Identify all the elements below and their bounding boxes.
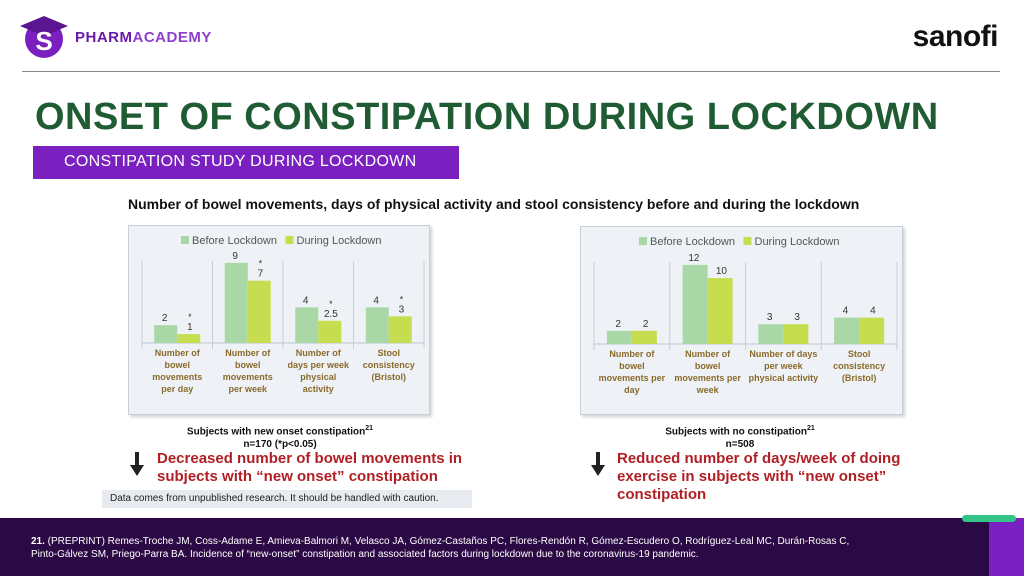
data-label: 3 — [794, 312, 800, 323]
section-subtitle: CONSTIPATION STUDY DURING LOCKDOWN — [64, 153, 417, 170]
significance-marker: * — [400, 294, 404, 304]
category-label: movements per — [599, 373, 666, 383]
data-label: 2 — [615, 319, 621, 330]
footer-accent — [989, 518, 1024, 576]
bar-during — [859, 317, 885, 344]
bar-chart-left: Before Lockdown During Lockdown21*Number … — [141, 235, 425, 394]
sanofi-logo: sanofi — [912, 20, 999, 53]
legend-swatch — [743, 237, 752, 245]
category-label: physical — [300, 372, 336, 382]
legend-label: During Lockdown — [297, 235, 382, 247]
data-label: 12 — [688, 253, 700, 264]
significance-marker: * — [329, 299, 333, 309]
legend-label: During Lockdown — [755, 236, 840, 248]
category-label: Number of — [155, 348, 201, 358]
data-label: 2 — [162, 313, 168, 324]
data-label: 3 — [767, 312, 773, 323]
bar-during — [247, 280, 271, 343]
bar-during — [318, 320, 342, 343]
caution-note: Data comes from unpublished research. It… — [102, 490, 472, 508]
data-label: 4 — [373, 295, 379, 306]
category-label: bowel — [619, 361, 645, 371]
category-label: physical activity — [749, 373, 819, 383]
category-label: per week — [764, 361, 804, 371]
category-label: activity — [303, 384, 334, 394]
down-arrow-icon — [130, 452, 144, 476]
category-label: consistency — [833, 361, 885, 371]
pharmacademy-wordmark: PHARMACADEMY — [75, 29, 212, 46]
chart-heading: Number of bowel movements, days of physi… — [128, 196, 860, 212]
category-label: (Bristol) — [842, 373, 877, 383]
category-label: bowel — [695, 361, 721, 371]
down-arrow-icon — [591, 452, 605, 476]
left-finding: Decreased number of bowel movements in s… — [157, 450, 463, 485]
data-label: 9 — [232, 251, 238, 262]
bar-before — [758, 324, 784, 344]
category-label: per day — [161, 384, 193, 394]
footer-accent-pill — [962, 515, 1016, 522]
bar-before — [365, 307, 389, 343]
bar-during — [707, 278, 733, 344]
right-chart-caption: Subjects with no constipation21 n=508 — [665, 425, 815, 451]
significance-marker: * — [259, 259, 263, 269]
legend-swatch — [285, 236, 294, 244]
page-title: ONSET OF CONSTIPATION DURING LOCKDOWN — [35, 96, 939, 138]
bar-before — [682, 264, 708, 344]
category-label: Number of — [685, 349, 731, 359]
data-label: 4 — [843, 306, 849, 317]
category-label: per week — [228, 384, 268, 394]
footer-reference: 21. (PREPRINT) Remes-Troche JM, Coss-Ada… — [31, 536, 850, 560]
data-label: 7 — [258, 269, 264, 280]
bar-before — [295, 307, 319, 343]
left-chart-caption: Subjects with new onset constipation21 n… — [186, 425, 374, 451]
category-label: movements per — [674, 373, 741, 383]
category-label: bowel — [235, 360, 261, 370]
legend-swatch — [639, 237, 647, 245]
category-label: Number of — [296, 348, 342, 358]
legend-label: Before Lockdown — [192, 235, 277, 247]
data-label: 4 — [303, 295, 309, 306]
header-divider — [22, 71, 1000, 72]
bar-before — [154, 325, 178, 343]
chart-panel-right: Before Lockdown During Lockdown 2 2 Number o… — [580, 226, 903, 415]
bar-before — [834, 317, 860, 344]
bar-during — [783, 324, 809, 344]
data-label: 10 — [716, 266, 728, 277]
category-label: Stool — [848, 349, 871, 359]
category-label: bowel — [164, 360, 190, 370]
footer-band — [0, 518, 989, 576]
data-label: 1 — [187, 322, 193, 333]
category-label: movements — [152, 372, 202, 382]
bar-chart-right: Before Lockdown During Lockdown 2 2 Number o… — [593, 236, 898, 395]
category-label: movements — [223, 372, 273, 382]
bar-during — [631, 330, 657, 344]
category-label: Stool — [378, 348, 401, 358]
right-finding: Reduced number of days/week of doing exe… — [617, 450, 901, 503]
data-label: 4 — [870, 306, 876, 317]
data-label: 2 — [643, 319, 649, 330]
legend-label: Before Lockdown — [650, 236, 735, 248]
bar-during — [388, 316, 412, 343]
category-label: week — [696, 385, 720, 395]
category-label: days per week — [287, 360, 350, 370]
badge-letter: S — [35, 26, 52, 56]
category-label: consistency — [363, 360, 415, 370]
chart-panel-left: Before Lockdown During Lockdown 2 1 * Number … — [128, 225, 430, 415]
legend-swatch — [181, 236, 189, 244]
bar-before — [606, 330, 632, 344]
data-label: 2.5 — [324, 309, 338, 320]
bar-before — [224, 262, 248, 343]
bar-during — [177, 334, 201, 343]
data-label: 3 — [399, 304, 405, 315]
category-label: Number of — [609, 349, 655, 359]
pharmacademy-logo-icon: S — [20, 16, 68, 58]
significance-marker: * — [188, 312, 192, 322]
category-label: day — [624, 385, 640, 395]
category-label: (Bristol) — [372, 372, 407, 382]
category-label: Number of days — [749, 349, 817, 359]
category-label: Number of — [225, 348, 271, 358]
subtitle-band — [33, 146, 459, 179]
